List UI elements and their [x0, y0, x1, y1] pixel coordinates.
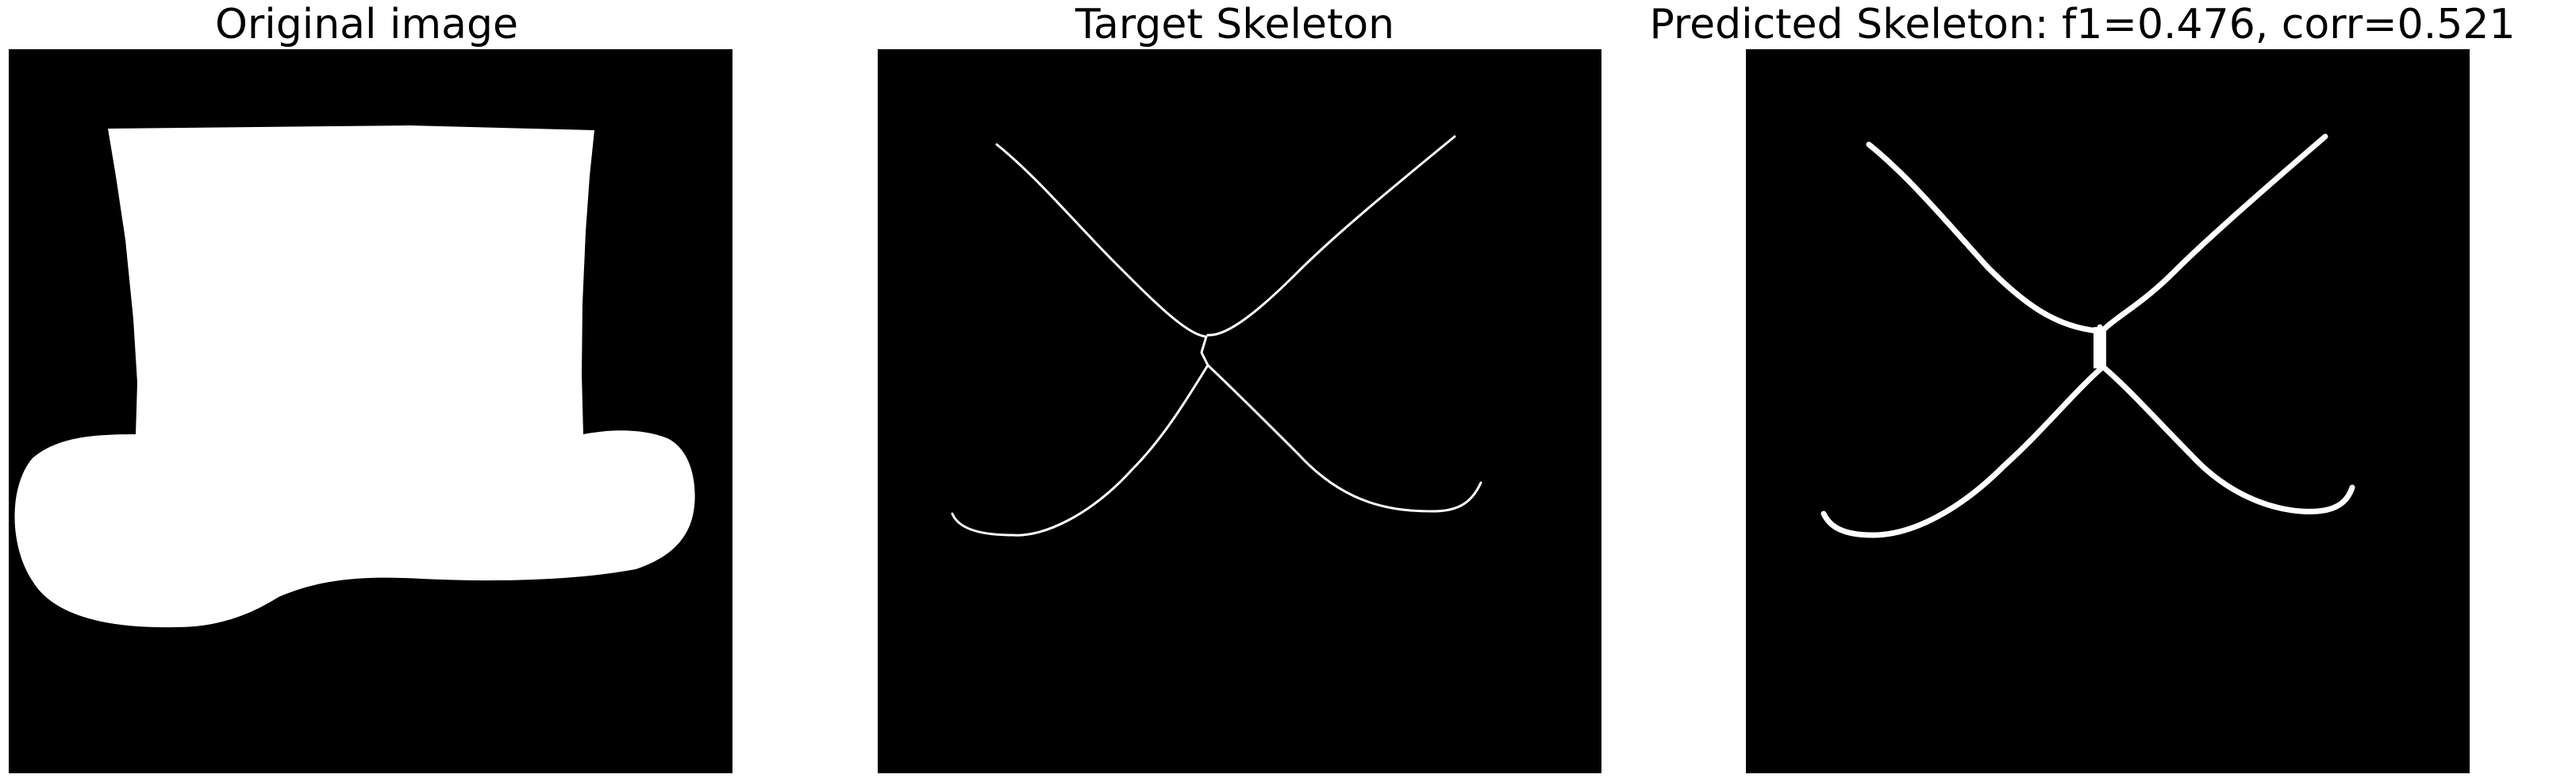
target-skeleton-drawing	[951, 135, 1482, 537]
target-skeleton-center-junction	[1200, 335, 1209, 367]
target-skeleton-lower-right-branch	[1206, 364, 1482, 513]
predicted-skeleton-lower-left-branch	[1821, 364, 2106, 538]
target-skeleton-title: Target Skeleton	[1075, 1, 1395, 48]
predicted-skeleton-lower-right-branch	[2100, 364, 2355, 514]
predicted-skeleton-title: Predicted Skeleton: f1=0.476, corr=0.521	[1649, 1, 2516, 48]
original-image-title: Original image	[215, 1, 518, 48]
predicted-skeleton-upper-left-branch	[1866, 141, 2102, 334]
target-skeleton-upper-left-branch	[995, 143, 1208, 338]
target-skeleton-upper-right-branch	[1206, 135, 1456, 337]
top-hat-silhouette	[14, 125, 695, 628]
predicted-skeleton-upper-right-branch	[2101, 133, 2328, 332]
predicted-skeleton-drawing	[1821, 133, 2355, 538]
top-hat-shape	[14, 125, 695, 628]
predicted-skeleton-panel	[1746, 49, 2470, 773]
target-skeleton-lower-left-branch	[951, 364, 1209, 537]
predicted-skeleton-junction-blob	[2093, 327, 2106, 368]
original-image-panel	[9, 49, 732, 773]
target-skeleton-panel	[878, 49, 1601, 773]
